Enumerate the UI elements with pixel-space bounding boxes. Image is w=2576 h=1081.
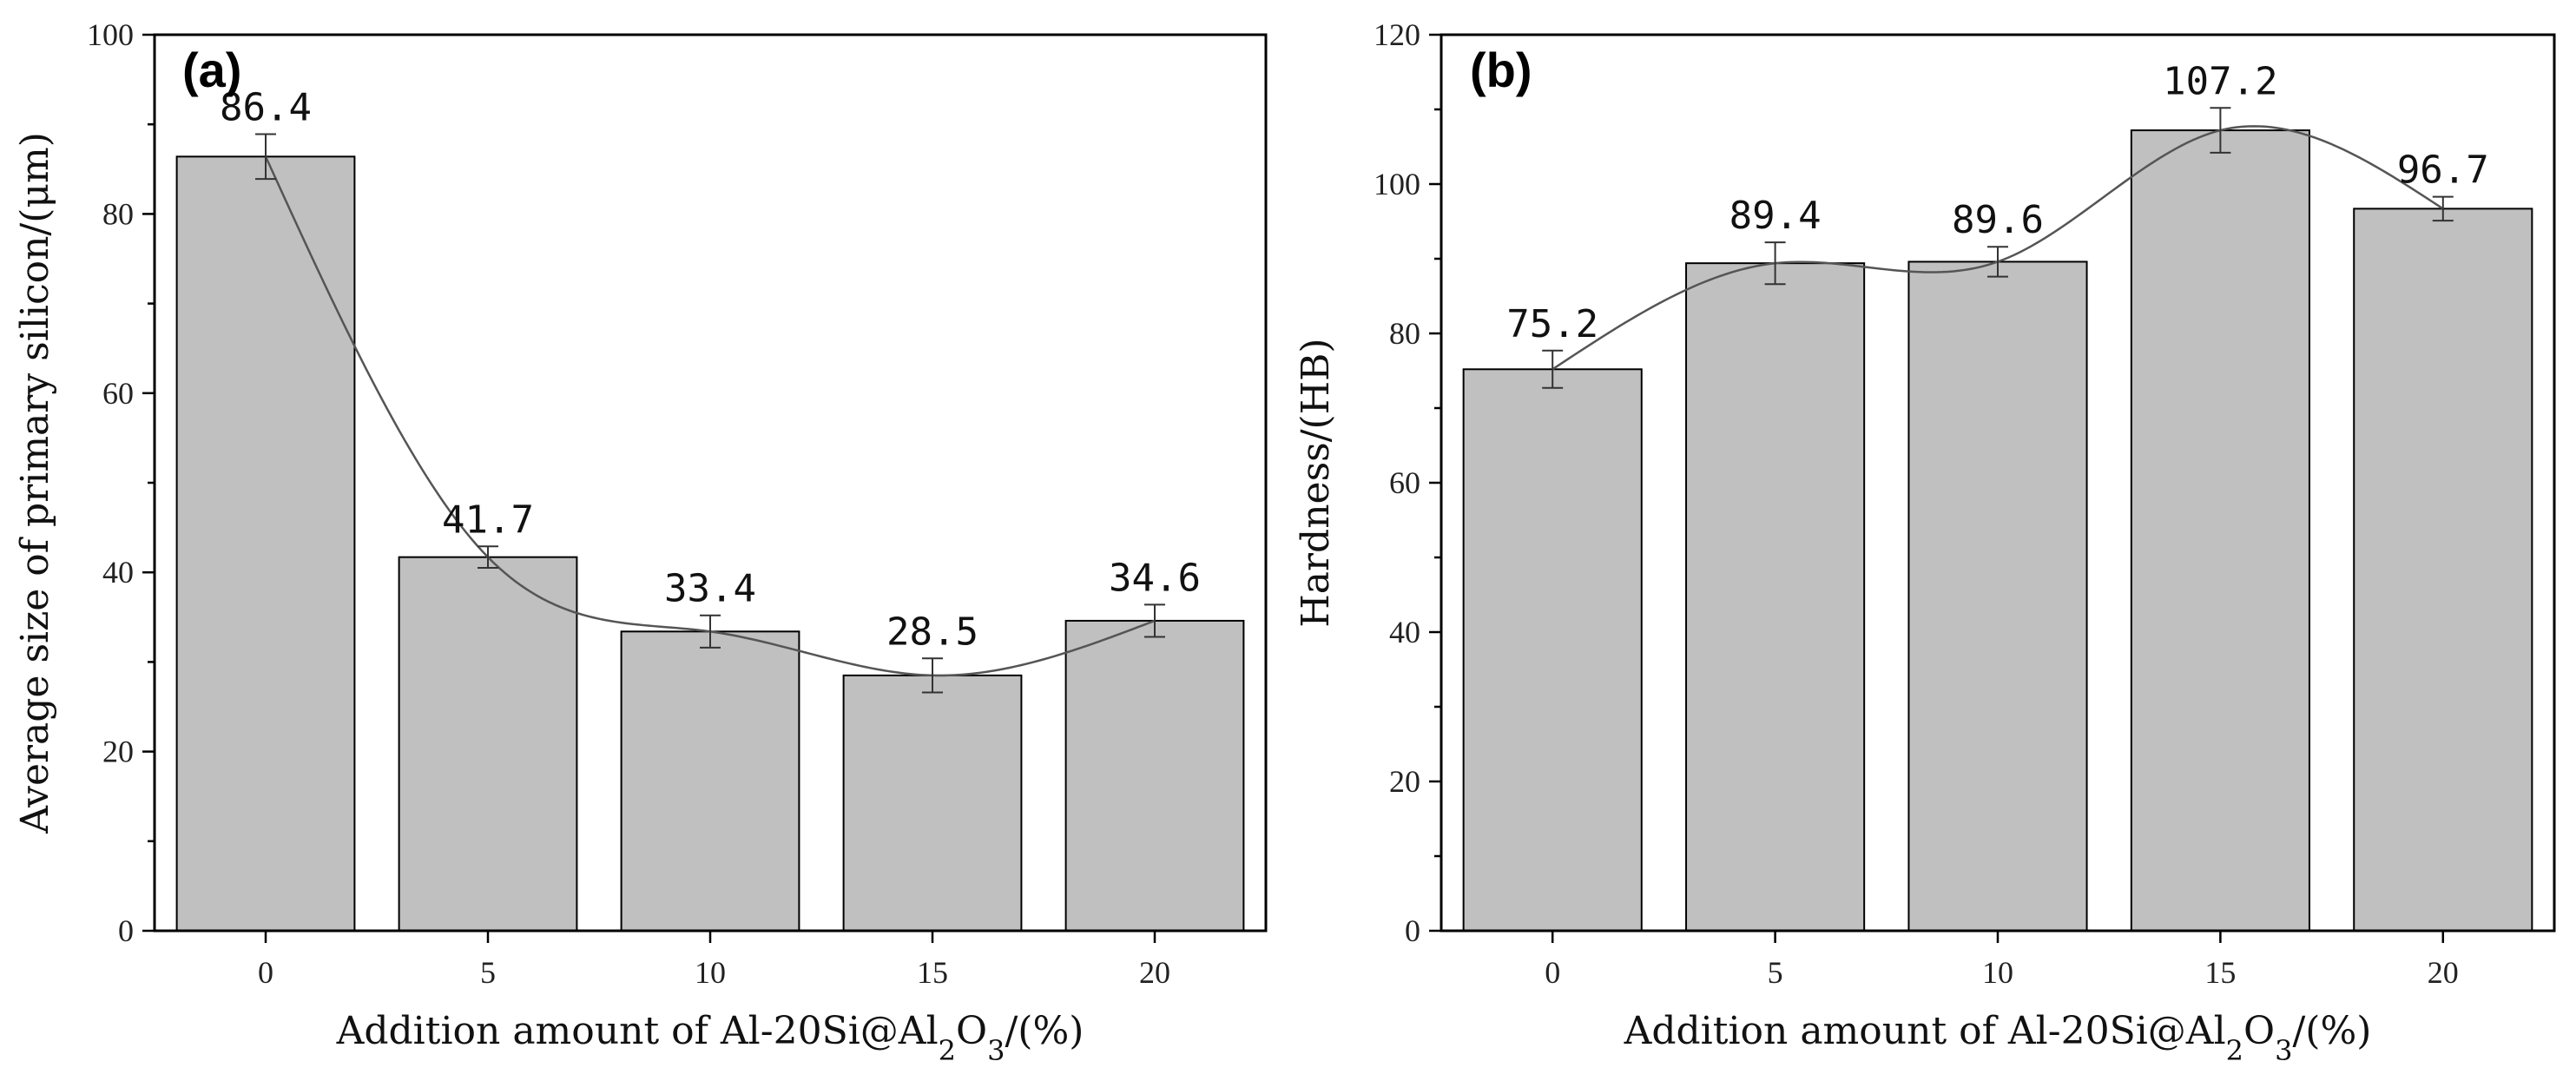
bar [1907, 260, 2088, 932]
y-tick-label: 60 [1389, 465, 1420, 500]
x-axis-title-sub: 2 [2226, 1034, 2243, 1067]
y-tick-label: 40 [102, 555, 134, 590]
data-label: 107.2 [2163, 59, 2277, 103]
data-label: 28.5 [886, 610, 978, 654]
chart-panel-a: 0 20 40 60 80 100 0 5 10 15 20 86.4 41.7 33.4 28.5 34… [13, 17, 1268, 1067]
x-axis-title-mid: O [2243, 1009, 2275, 1053]
bar [842, 674, 1023, 932]
bar [1064, 619, 1245, 932]
x-tick-label: 10 [1982, 955, 2013, 990]
y-tick-label: 0 [1405, 913, 1420, 948]
bar [398, 556, 578, 932]
data-label: 75.2 [1506, 302, 1598, 346]
bar [2353, 208, 2533, 932]
x-axis-title-sub: 2 [939, 1034, 956, 1067]
chart-panel-b: 0 20 40 60 80 100 120 0 5 10 15 20 75.2 89.4 89.6 107… [1294, 17, 2556, 1067]
bar [1462, 368, 1643, 932]
y-axis-a: 0 20 40 60 80 100 [87, 17, 155, 948]
y-tick-label: 80 [102, 196, 134, 231]
data-label-group-b: 75.2 89.4 89.6 107.2 96.7 [1506, 59, 2489, 346]
x-axis-title-mid: O [956, 1009, 987, 1053]
y-tick-label: 20 [102, 735, 134, 769]
bar [1685, 262, 1866, 933]
bar-group-a [175, 155, 1245, 933]
y-axis-b: 0 20 40 60 80 100 120 [1374, 17, 1441, 948]
bar [175, 155, 356, 933]
x-tick-label: 5 [480, 955, 496, 990]
x-tick-label: 15 [917, 955, 948, 990]
y-tick-label: 60 [102, 376, 134, 411]
x-axis-b: 0 5 10 15 20 [1545, 931, 2459, 990]
x-axis-title-tail: /(%) [1005, 1009, 1084, 1053]
y-axis-title-a: Average size of primary silicon/(μm) [13, 132, 57, 834]
x-axis-title-main: Addition amount of Al-20Si@Al [1624, 1009, 2226, 1053]
y-tick-label: 20 [1389, 764, 1420, 799]
y-axis-title-b: Hardness/(HB) [1294, 338, 1338, 627]
bar-group-b [1462, 129, 2533, 933]
y-tick-label: 120 [1374, 17, 1420, 52]
y-tick-label: 40 [1389, 615, 1420, 649]
data-label: 89.6 [1952, 198, 2044, 242]
x-axis-title-b: Addition amount of Al-20Si@Al2O3/(%) [1624, 1009, 2372, 1067]
data-label-group-a: 86.4 41.7 33.4 28.5 34.6 [220, 86, 1201, 655]
x-axis-title-main: Addition amount of Al-20Si@Al [336, 1009, 939, 1053]
panel-label-a: (a) [182, 43, 241, 97]
y-tick-label: 100 [1374, 167, 1420, 201]
x-tick-label: 15 [2204, 955, 2236, 990]
x-tick-label: 20 [1139, 955, 1170, 990]
x-tick-label: 10 [695, 955, 726, 990]
data-label: 96.7 [2397, 148, 2489, 193]
x-axis-a: 0 5 10 15 20 [258, 931, 1170, 990]
x-axis-title-sub: 3 [987, 1034, 1005, 1067]
y-tick-label: 100 [87, 17, 134, 52]
error-bar-group-b [1542, 107, 2454, 389]
panel-label-b: (b) [1470, 43, 1532, 97]
bar [2130, 129, 2310, 932]
x-axis-title-sub: 3 [2275, 1034, 2292, 1067]
bar [620, 630, 800, 932]
x-axis-title-tail: /(%) [2292, 1009, 2371, 1053]
x-axis-title-a: Addition amount of Al-20Si@Al2O3/(%) [336, 1009, 1084, 1067]
x-tick-label: 20 [2428, 955, 2459, 990]
x-tick-label: 0 [1545, 955, 1560, 990]
data-label: 33.4 [664, 567, 756, 611]
data-label: 89.4 [1729, 194, 1822, 238]
error-bar-group-a [255, 133, 1165, 694]
x-tick-label: 5 [1768, 955, 1783, 990]
data-label: 86.4 [220, 86, 312, 130]
y-tick-label: 0 [118, 913, 134, 948]
data-label: 34.6 [1109, 556, 1201, 600]
y-tick-label: 80 [1389, 316, 1420, 351]
x-tick-label: 0 [258, 955, 273, 990]
data-label: 41.7 [442, 498, 534, 542]
